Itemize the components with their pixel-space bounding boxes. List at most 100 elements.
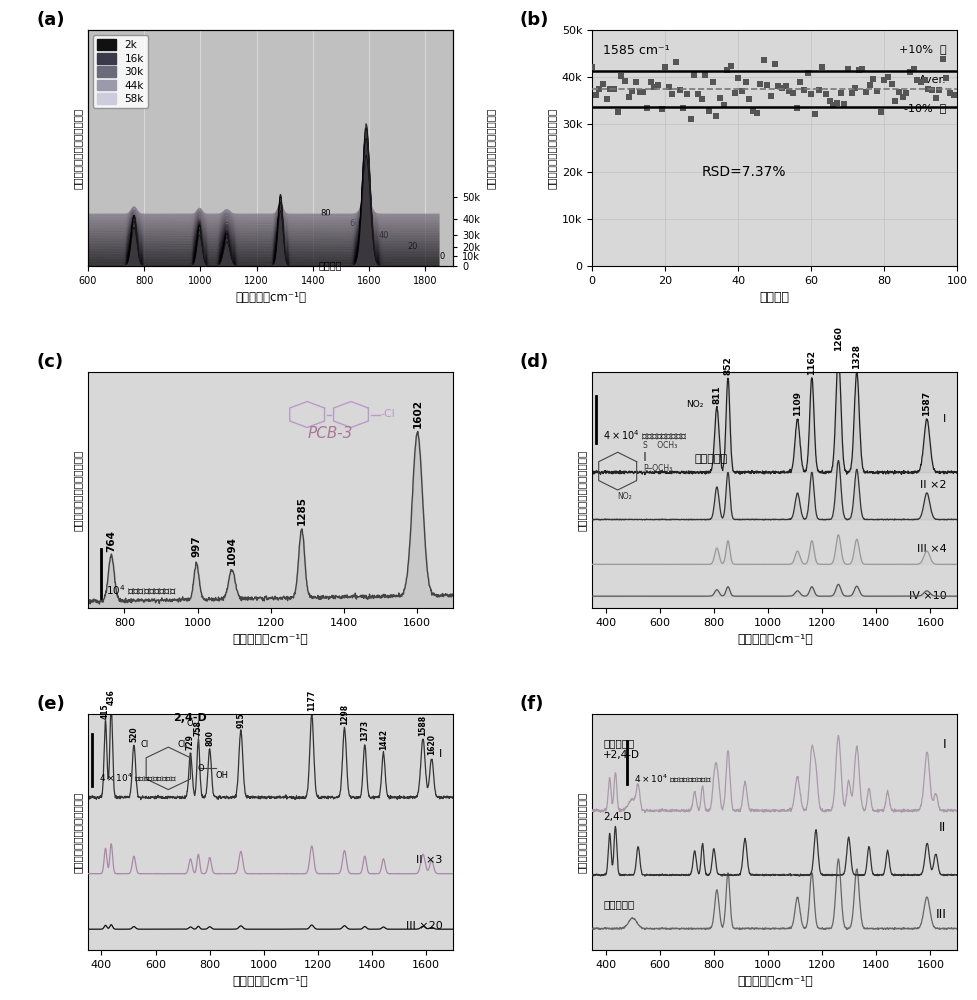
- Point: [672, 82, 688, 98]
- Point: [844, 85, 860, 101]
- Point: [614, 68, 629, 84]
- X-axis label: 拉曼位移（cm⁻¹）: 拉曼位移（cm⁻¹）: [233, 975, 309, 988]
- Text: $4\times10^4$ 计数单位每毫瓦每秒: $4\times10^4$ 计数单位每毫瓦每秒: [603, 428, 688, 442]
- Text: 1442: 1442: [379, 729, 388, 750]
- Text: 1620: 1620: [427, 734, 436, 755]
- Point: [870, 83, 885, 99]
- Text: NO₂: NO₂: [617, 492, 632, 501]
- Text: -Cl: -Cl: [380, 409, 395, 419]
- Text: 1109: 1109: [793, 391, 802, 416]
- Point: [796, 82, 812, 98]
- Text: $4\times10^4$ 计数单位每毫瓦每秒: $4\times10^4$ 计数单位每毫瓦每秒: [634, 772, 712, 784]
- Point: [661, 79, 677, 95]
- Text: 1260: 1260: [834, 326, 843, 351]
- Y-axis label: 强度（计数单位每毫瓦每秒）: 强度（计数单位每毫瓦每秒）: [546, 107, 556, 189]
- Point: [599, 91, 615, 107]
- Point: [745, 103, 761, 119]
- X-axis label: 拉曼位移（cm⁻¹）: 拉曼位移（cm⁻¹）: [737, 975, 813, 988]
- Point: [763, 88, 779, 104]
- Text: -10%  线: -10% 线: [905, 103, 947, 113]
- Text: I: I: [943, 738, 947, 751]
- Text: 1602: 1602: [412, 399, 422, 428]
- Text: 1587: 1587: [922, 391, 931, 416]
- Text: II: II: [939, 821, 947, 834]
- Point: [771, 78, 786, 94]
- Point: [811, 82, 827, 98]
- Point: [815, 59, 830, 75]
- Point: [859, 84, 874, 100]
- Text: 764: 764: [106, 530, 116, 552]
- Point: [899, 85, 914, 101]
- Point: [603, 81, 618, 97]
- Text: 1585 cm⁻¹: 1585 cm⁻¹: [603, 44, 669, 57]
- Point: [738, 74, 753, 90]
- Point: [832, 85, 848, 101]
- Point: [654, 101, 669, 117]
- Point: [775, 80, 790, 96]
- Point: [712, 90, 728, 106]
- Point: [734, 83, 749, 99]
- Point: [584, 59, 600, 75]
- Point: [588, 87, 604, 103]
- Text: ‖: ‖: [643, 452, 647, 461]
- Point: [939, 70, 955, 86]
- Point: [778, 78, 793, 94]
- Text: III ×20: III ×20: [405, 921, 443, 931]
- Point: [943, 85, 958, 101]
- Point: [704, 74, 720, 90]
- Point: [624, 83, 640, 99]
- Text: 1162: 1162: [807, 350, 817, 375]
- Point: [913, 74, 929, 90]
- Text: S    OCH₃: S OCH₃: [643, 441, 677, 450]
- Point: [872, 104, 888, 120]
- Point: [855, 61, 871, 77]
- Point: [788, 100, 804, 116]
- Text: III: III: [936, 908, 947, 921]
- Point: [592, 81, 608, 97]
- Point: [650, 77, 665, 93]
- X-axis label: 拉曼位移（cm⁻¹）: 拉曼位移（cm⁻¹）: [737, 633, 813, 646]
- Text: 1328: 1328: [852, 344, 862, 369]
- Point: [767, 56, 783, 72]
- Text: $10^4$ 计数单位每毫瓦每秒: $10^4$ 计数单位每毫瓦每秒: [106, 583, 177, 597]
- Text: III ×4: III ×4: [916, 544, 947, 554]
- Text: 2,4-D: 2,4-D: [173, 713, 207, 723]
- Y-axis label: 强度（计数单位每毫瓦每秒）: 强度（计数单位每毫瓦每秒）: [72, 791, 82, 873]
- Text: 1588: 1588: [418, 714, 428, 736]
- Text: (a): (a): [37, 11, 65, 29]
- Text: 436: 436: [106, 689, 115, 705]
- Y-axis label: 强度（计数单位每毫瓦每秒）: 强度（计数单位每毫瓦每秒）: [576, 791, 586, 873]
- Text: I: I: [439, 749, 443, 759]
- Text: OH: OH: [216, 771, 229, 780]
- Point: [760, 77, 776, 93]
- Point: [595, 76, 611, 92]
- Point: [643, 74, 658, 90]
- Point: [628, 74, 644, 90]
- X-axis label: 拉曼位移（cm⁻¹）: 拉曼位移（cm⁻¹）: [233, 633, 309, 646]
- Point: [910, 72, 925, 88]
- Point: [803, 86, 819, 102]
- Text: 1285: 1285: [297, 496, 307, 525]
- Point: [632, 84, 648, 100]
- Point: [807, 106, 823, 122]
- Point: [698, 67, 713, 83]
- Text: 2,4-D: 2,4-D: [603, 812, 631, 822]
- Text: 1094: 1094: [227, 536, 236, 565]
- Point: [836, 96, 852, 112]
- Point: [719, 62, 735, 78]
- Point: [658, 59, 673, 75]
- Text: IV ×10: IV ×10: [909, 591, 947, 601]
- Point: [679, 86, 695, 102]
- Text: II ×3: II ×3: [416, 855, 443, 865]
- Y-axis label: 强度（计数单位每毫瓦每秒）: 强度（计数单位每毫瓦每秒）: [72, 449, 82, 531]
- Point: [884, 76, 900, 92]
- Text: 60: 60: [350, 219, 360, 228]
- Point: [748, 105, 764, 121]
- Text: 520: 520: [129, 726, 139, 742]
- Point: [742, 91, 757, 107]
- Point: [756, 52, 772, 68]
- Point: [880, 69, 896, 85]
- Point: [668, 54, 684, 70]
- Point: [822, 93, 837, 109]
- Point: [752, 76, 768, 92]
